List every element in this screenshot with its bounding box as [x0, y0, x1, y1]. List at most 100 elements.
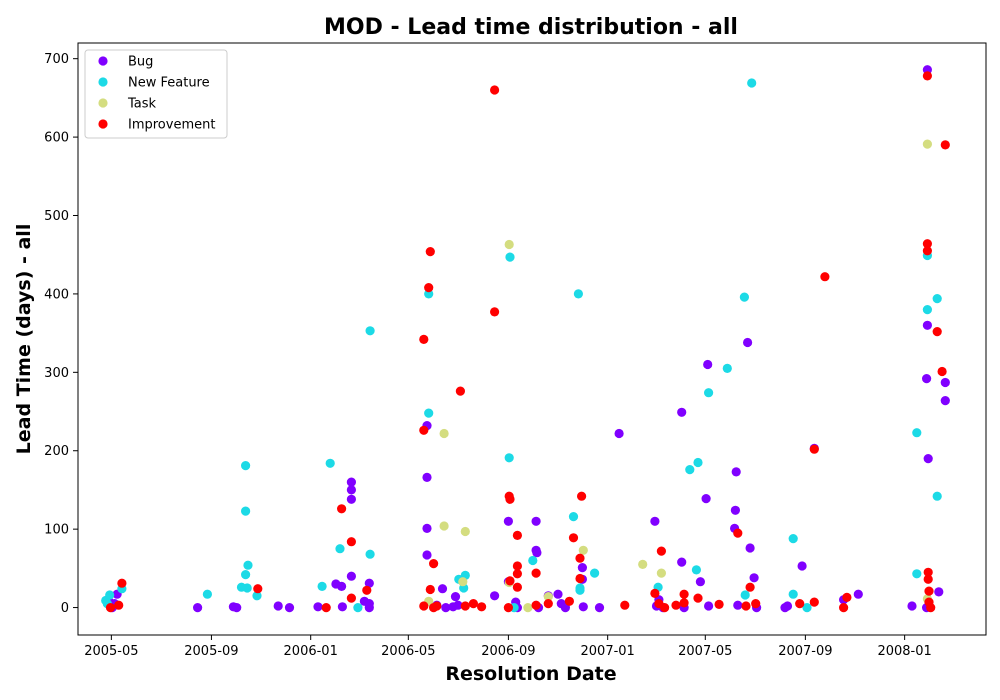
- data-point: [419, 334, 429, 344]
- data-point: [317, 581, 327, 592]
- x-tick-label: 2007-01: [581, 644, 635, 659]
- data-point: [531, 568, 541, 578]
- data-point: [424, 289, 434, 299]
- data-point: [922, 71, 933, 81]
- data-point: [346, 494, 356, 504]
- data-point: [691, 565, 702, 575]
- series-new-feature: [101, 78, 942, 613]
- data-point: [853, 589, 863, 599]
- data-point: [429, 559, 439, 569]
- data-point: [940, 377, 950, 388]
- data-point: [512, 561, 523, 571]
- y-tick-label: 100: [44, 523, 69, 538]
- data-point: [926, 603, 936, 613]
- data-point: [232, 603, 242, 613]
- legend-label: Improvement: [128, 118, 215, 133]
- data-point: [751, 599, 761, 609]
- data-point: [543, 599, 553, 609]
- legend-marker: [98, 77, 108, 87]
- data-point: [743, 337, 753, 348]
- data-point: [450, 592, 461, 602]
- data-point: [202, 589, 212, 599]
- series-improvement: [105, 71, 950, 613]
- data-point: [922, 239, 933, 249]
- y-tick-label: 200: [44, 444, 69, 459]
- data-point: [923, 567, 933, 577]
- data-point: [419, 601, 429, 611]
- data-points: [101, 65, 950, 613]
- chart-title: MOD - Lead time distribution - all: [324, 15, 738, 40]
- data-point: [241, 570, 251, 580]
- data-point: [365, 549, 375, 559]
- x-axis-label: Resolution Date: [445, 663, 616, 685]
- data-point: [797, 561, 807, 571]
- x-tick-label: 2006-05: [381, 644, 435, 659]
- data-point: [364, 578, 374, 588]
- data-point: [321, 603, 331, 613]
- data-point: [578, 602, 588, 612]
- data-point: [782, 601, 793, 611]
- data-point: [422, 523, 432, 534]
- data-point: [362, 585, 372, 595]
- data-point: [252, 591, 262, 601]
- x-tick-label: 2007-05: [678, 644, 732, 659]
- data-point: [460, 601, 470, 611]
- data-point: [422, 472, 432, 482]
- data-point: [346, 571, 356, 581]
- data-point: [458, 577, 468, 587]
- data-point: [934, 587, 944, 597]
- data-point: [490, 307, 500, 317]
- y-tick-label: 400: [44, 287, 69, 302]
- data-point: [528, 555, 538, 566]
- data-point: [940, 396, 950, 406]
- data-point: [313, 602, 323, 612]
- data-point: [842, 592, 852, 603]
- data-point: [809, 444, 819, 454]
- data-point: [512, 530, 523, 541]
- data-point: [477, 602, 487, 612]
- data-point: [353, 603, 363, 613]
- data-point: [912, 428, 922, 438]
- data-point: [117, 578, 127, 588]
- data-point: [573, 289, 584, 299]
- data-point: [704, 601, 714, 611]
- data-point: [703, 359, 713, 370]
- data-point: [937, 366, 947, 377]
- data-point: [422, 550, 432, 560]
- data-point: [741, 601, 751, 611]
- data-point: [453, 600, 463, 610]
- data-point: [722, 363, 732, 373]
- data-point: [656, 568, 667, 578]
- data-point: [553, 589, 563, 599]
- x-axis-ticks: 2005-05 2005-09 2006-01 2006-05 2006-09 2007-…: [84, 635, 932, 659]
- data-point: [114, 600, 124, 610]
- data-point: [468, 599, 478, 609]
- plot-area: [77, 42, 987, 636]
- data-point: [193, 603, 203, 613]
- y-tick-label: 600: [44, 131, 69, 146]
- legend-label: Task: [127, 97, 157, 112]
- y-axis-ticks: 0 100 200 300 400 500 600 700: [44, 52, 78, 616]
- data-point: [505, 576, 515, 586]
- y-tick-label: 500: [44, 209, 69, 224]
- data-point: [940, 140, 950, 150]
- data-point: [693, 593, 703, 603]
- data-point: [733, 528, 743, 538]
- data-point: [242, 583, 252, 593]
- data-point: [568, 533, 579, 543]
- data-point: [504, 239, 514, 250]
- data-point: [745, 543, 755, 553]
- data-point: [543, 592, 553, 602]
- data-point: [337, 581, 347, 592]
- data-point: [523, 603, 533, 613]
- data-point: [922, 374, 932, 384]
- data-point: [730, 505, 741, 515]
- data-point: [656, 546, 667, 556]
- data-point: [922, 246, 933, 256]
- data-point: [337, 504, 347, 514]
- data-point: [335, 544, 345, 554]
- legend-label: New Feature: [128, 76, 210, 91]
- data-point: [105, 603, 116, 613]
- data-point: [531, 516, 541, 526]
